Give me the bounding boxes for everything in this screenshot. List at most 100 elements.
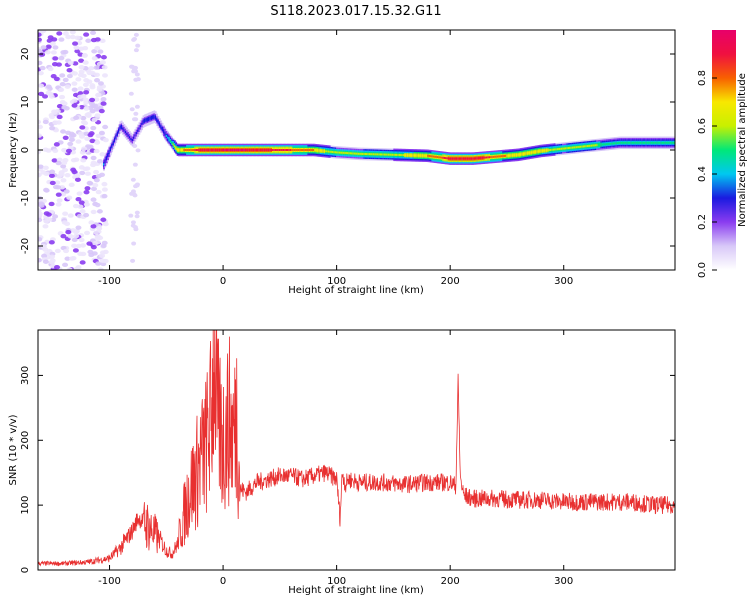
spectrogram-ridge-cell (614, 142, 616, 145)
spectrogram-ridge-cell (214, 149, 217, 151)
spectrogram-noise-cell (49, 169, 56, 174)
spectrogram-noise-cell (55, 62, 62, 67)
spectrogram-ridge-cell (115, 135, 118, 138)
spectrogram-ridge-cell (609, 142, 612, 145)
snr-series-line (38, 330, 675, 567)
spectrogram-ridge-cell (532, 151, 535, 154)
spectrogram-ridge-cell (588, 144, 590, 147)
spectrogram-ridge-cell (400, 154, 402, 157)
spectrogram-ridge-cell (594, 144, 597, 147)
spectrogram-ridge-cell (525, 152, 528, 155)
spectrogram-ridge-cell (479, 157, 481, 160)
spectrogram-ridge-cell (657, 141, 660, 144)
spectrogram-noise-cell (54, 248, 61, 254)
spectrogram-ridge-cell (289, 149, 292, 151)
spectrogram-ridge-cell (266, 149, 269, 151)
spectrogram-noise-cell (42, 147, 49, 152)
spectrogram-noise-cell (134, 72, 140, 77)
spectrogram-ridge-cell (124, 131, 127, 134)
spectrogram-ridge-cell (240, 149, 243, 151)
spectrogram-ridge-cell (243, 149, 246, 151)
spectrogram-noise-cell (38, 32, 42, 37)
spectrogram-ridge-cell (416, 154, 419, 157)
spectrogram-noise-cell (131, 192, 137, 197)
spectrogram-ridge-cell (342, 151, 345, 154)
spectrogram-ridge-cell (244, 149, 247, 151)
spectrogram-ridge-cell (499, 155, 502, 158)
spectrogram-ridge-cell (160, 125, 163, 128)
spectrogram-noise-cell (48, 201, 55, 207)
spectrogram-ridge-cell (304, 149, 307, 151)
spectrogram-ridge-cell (172, 143, 175, 146)
spectrogram-ridge-cell (434, 155, 436, 158)
spectrogram-ridge-cell (664, 141, 667, 144)
spectrogram-noise-cell (59, 73, 66, 78)
spectrogram-noise-cell (101, 181, 108, 187)
spectrogram-ridge-cell (446, 157, 449, 160)
spectrogram-ridge-cell (319, 149, 322, 152)
spectrogram-ridge-cell (500, 155, 503, 158)
spectrogram-noise-cell (102, 221, 109, 227)
spectrogram-ridge-cell (673, 141, 675, 144)
spectrogram-noise-cell (49, 180, 56, 186)
spectrogram-x-axis-label: Height of straight line (km) (288, 285, 424, 296)
spectrogram-ridge-cell (368, 153, 371, 156)
spectrogram-noise-cell (89, 138, 96, 144)
spectrogram-ridge-cell (436, 156, 439, 159)
spectrogram-noise-cell (60, 178, 67, 183)
spectrogram-noise-cell (45, 44, 52, 49)
spectrogram-noise-cell (51, 110, 58, 115)
spectrogram-noise-cell (62, 77, 69, 83)
spectrogram-noise-cell (78, 58, 85, 63)
spectrogram-ridge-cell (402, 154, 405, 157)
spectrogram-ridge-cell (443, 156, 446, 159)
spectrogram-ridge-cell (199, 149, 202, 151)
spectrogram-ridge-cell (182, 149, 184, 151)
spectrogram-ridge-cell (637, 141, 639, 144)
spectrogram-noise-cell (66, 267, 73, 270)
spectrogram-ridge-cell (462, 157, 465, 160)
spectrogram-ridge-cell (592, 144, 595, 147)
spectrogram-ridge-cell (460, 157, 462, 160)
spectrogram-ridge-cell (281, 149, 284, 151)
spectrogram-noise-cell (95, 261, 102, 266)
spectrogram-ridge-cell (421, 154, 424, 157)
spectrogram-ridge-cell (180, 149, 183, 151)
spectrogram-ridge-cell (488, 156, 491, 159)
spectrogram-ridge-cell (104, 160, 107, 163)
spectrogram-ridge-cell (120, 125, 123, 128)
spectrogram-ridge-cell (566, 147, 569, 150)
spectrogram-noise-cell (94, 45, 101, 51)
spectrogram-ridge-cell (126, 132, 129, 135)
spectrogram-noise-cell (90, 30, 97, 36)
spectrogram-noise-cell (91, 49, 98, 54)
spectrogram-noise-cell (87, 144, 94, 150)
spectrogram-ridge-cell (607, 143, 610, 146)
spectrogram-noise-cell (77, 86, 84, 91)
spectrogram-ridge-cell (574, 146, 577, 149)
spectrogram-ridge-cell (141, 122, 144, 125)
spectrogram-noise-cell (85, 113, 92, 118)
spectrogram-ridge-cell (510, 154, 513, 157)
spectrogram-ridge-cell (612, 142, 615, 145)
spectrogram-noise-cell (94, 113, 101, 118)
spectrogram-noise-cell (81, 52, 88, 58)
spectrogram-ridge-cell (408, 154, 411, 157)
spectrogram-ridge-cell (272, 149, 274, 151)
spectrogram-noise-cell (78, 200, 85, 205)
spectrogram-noise-cell (80, 94, 87, 99)
spectrogram-ridge-cell (450, 157, 453, 160)
spectrogram-ridge-cell (363, 152, 366, 155)
spectrogram-ridge-cell (176, 148, 179, 151)
spectrogram-ridge-cell (201, 149, 203, 151)
spectrogram-ridge-cell (122, 127, 124, 130)
spectrogram-noise-cell (81, 146, 88, 151)
spectrogram-ridge-cell (263, 149, 266, 151)
spectrogram-ridge-cell (232, 149, 235, 151)
spectrogram-noise-cell (80, 158, 87, 163)
spectrogram-noise-cell (71, 87, 78, 92)
spectrogram-ridge-cell (526, 152, 529, 155)
spectrogram-noise-cell (78, 69, 85, 75)
snr-y-tick-label: 200 (20, 431, 31, 450)
spectrogram-ridge-cell (187, 149, 190, 151)
